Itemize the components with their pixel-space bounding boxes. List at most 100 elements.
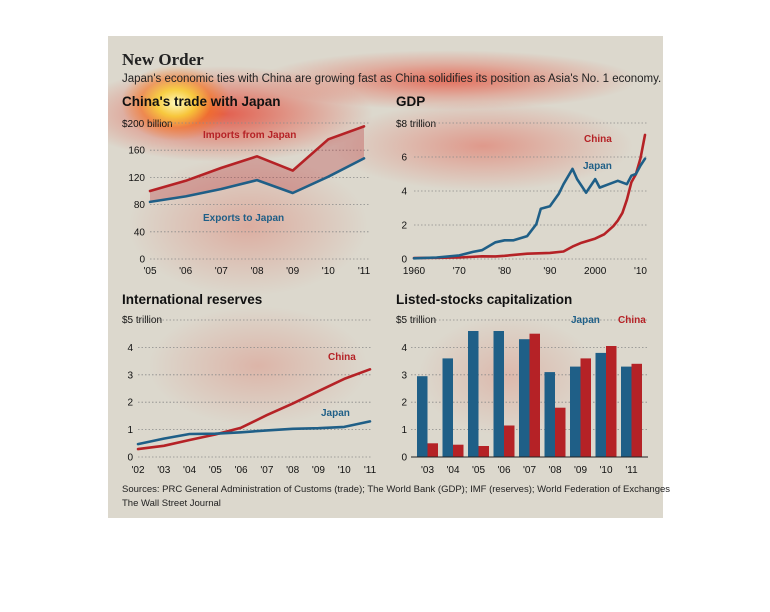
gdp-japan-label: Japan <box>583 161 612 172</box>
trade-x-tick-label: '07 <box>215 266 228 277</box>
reserves-x-tick-label: '08 <box>286 465 299 476</box>
gdp-chart: GDP $8 trillion 0 2 4 6 China Japan 1960 '70 '80… <box>396 94 648 277</box>
stocks-x-tick-label: '11 <box>625 465 638 476</box>
japan-stocks-bar <box>417 376 428 457</box>
reserves-unit-label: $5 trillion <box>122 315 162 326</box>
imports-line <box>148 125 366 193</box>
japan-gdp-line <box>412 157 647 260</box>
trade-gap-area <box>150 126 364 202</box>
graphic-panel: New Order Japan's economic ties with Chi… <box>108 36 670 518</box>
gdp-x-tick-label: 2000 <box>584 266 607 277</box>
stocks-y-tick-label: 4 <box>401 343 407 354</box>
china-stocks-bar <box>631 363 642 457</box>
japan-stocks-bar <box>442 358 453 457</box>
stocks-chart: Listed-stocks capitalization $5 trillion… <box>396 292 648 476</box>
china-gdp-line <box>412 133 647 260</box>
gdp-x-tick-label: '10 <box>634 266 647 277</box>
reserves-y-tick-label: 3 <box>127 370 133 381</box>
japan-stocks-bar <box>595 352 606 457</box>
gdp-unit-label: $8 trillion <box>396 119 436 130</box>
reserves-china-label: China <box>328 352 356 363</box>
exports-line <box>148 157 366 204</box>
stocks-legend-china: China <box>618 315 646 326</box>
trade-unit-label: $200 billion <box>122 119 173 130</box>
reserves-x-tick-label: '10 <box>338 465 351 476</box>
reserves-x-tick-label: '09 <box>312 465 325 476</box>
trade-y-tick-label: 120 <box>128 173 145 184</box>
reserves-y-tick-label: 4 <box>127 343 133 354</box>
stocks-y-tick-label: 3 <box>401 370 407 381</box>
headline: New Order <box>122 50 204 69</box>
gdp-x-tick-label: '90 <box>543 266 556 277</box>
trade-x-tick-label: '10 <box>322 266 335 277</box>
japan-reserves-line <box>136 420 372 446</box>
china-stocks-bar <box>555 407 566 457</box>
japan-stocks-bar <box>519 339 530 457</box>
stocks-x-tick-label: '06 <box>497 465 510 476</box>
reserves-x-tick-label: '11 <box>364 465 377 476</box>
dek: Japan's economic ties with China are gro… <box>122 73 662 85</box>
reserves-x-tick-label: '03 <box>157 465 170 476</box>
stocks-unit-label: $5 trillion <box>396 315 436 326</box>
china-stocks-bar <box>606 346 617 457</box>
trade-x-tick-label: '09 <box>286 266 299 277</box>
reserves-y-tick-label: 0 <box>127 453 133 464</box>
trade-x-tick-label: '05 <box>143 266 156 277</box>
stocks-x-tick-label: '05 <box>472 465 485 476</box>
stocks-legend-japan: Japan <box>571 315 600 326</box>
stocks-x-tick-label: '04 <box>446 465 459 476</box>
trade-y-tick-label: 0 <box>139 255 145 266</box>
imports-series-label: Imports from Japan <box>203 130 296 141</box>
reserves-chart: International reserves $5 trillion 0 1 2 3 4… <box>122 292 377 476</box>
gdp-y-tick-label: 6 <box>401 153 407 164</box>
reserves-x-tick-label: '06 <box>235 465 248 476</box>
trade-y-tick-label: 80 <box>134 200 146 211</box>
stocks-x-tick-label: '07 <box>523 465 536 476</box>
stocks-x-tick-label: '10 <box>599 465 612 476</box>
china-reserves-line <box>136 367 372 451</box>
sources-note: Sources: PRC General Administration of C… <box>122 484 671 495</box>
gdp-y-tick-label: 0 <box>401 255 407 266</box>
china-stocks-bar <box>580 358 591 457</box>
reserves-x-tick-label: '02 <box>131 465 144 476</box>
credit-note: The Wall Street Journal <box>122 498 221 509</box>
reserves-y-tick-label: 2 <box>127 398 133 409</box>
japan-stocks-bar <box>468 331 479 457</box>
gdp-x-tick-label: '70 <box>453 266 466 277</box>
gdp-y-tick-label: 4 <box>401 187 407 198</box>
japan-stocks-bar <box>621 366 632 457</box>
reserves-y-tick-label: 1 <box>127 425 133 436</box>
china-stocks-bar <box>478 446 489 457</box>
trade-y-tick-label: 160 <box>128 146 145 157</box>
stocks-y-tick-label: 1 <box>401 425 407 436</box>
reserves-x-tick-label: '04 <box>183 465 196 476</box>
stocks-chart-title: Listed-stocks capitalization <box>396 292 572 307</box>
china-stocks-bar <box>504 425 515 457</box>
stocks-y-tick-label: 2 <box>401 398 407 409</box>
reserves-chart-title: International reserves <box>122 292 262 307</box>
japan-stocks-bar <box>493 331 504 457</box>
japan-stocks-bar <box>570 366 581 457</box>
trade-x-tick-label: '11 <box>358 266 371 277</box>
stocks-x-tick-label: '09 <box>574 465 587 476</box>
reserves-x-tick-label: '07 <box>260 465 273 476</box>
trade-chart: China's trade with Japan $200 billion 0 4… <box>122 94 371 277</box>
trade-chart-title: China's trade with Japan <box>122 94 281 109</box>
gdp-chart-title: GDP <box>396 94 425 109</box>
reserves-x-tick-label: '05 <box>209 465 222 476</box>
japan-stocks-bar <box>544 372 555 457</box>
stocks-x-tick-label: '03 <box>421 465 434 476</box>
gdp-china-label: China <box>584 134 612 145</box>
stocks-y-tick-label: 0 <box>401 453 407 464</box>
stocks-x-tick-label: '08 <box>548 465 561 476</box>
reserves-japan-label: Japan <box>321 408 350 419</box>
gdp-x-tick-label: '80 <box>498 266 511 277</box>
china-stocks-bar <box>529 333 540 457</box>
trade-x-tick-label: '06 <box>179 266 192 277</box>
gdp-y-tick-label: 2 <box>401 221 407 232</box>
trade-x-tick-label: '08 <box>250 266 263 277</box>
trade-y-tick-label: 40 <box>134 227 146 238</box>
china-stocks-bar <box>453 444 464 457</box>
china-stocks-bar <box>427 443 438 457</box>
gdp-x-tick-label: 1960 <box>403 266 426 277</box>
